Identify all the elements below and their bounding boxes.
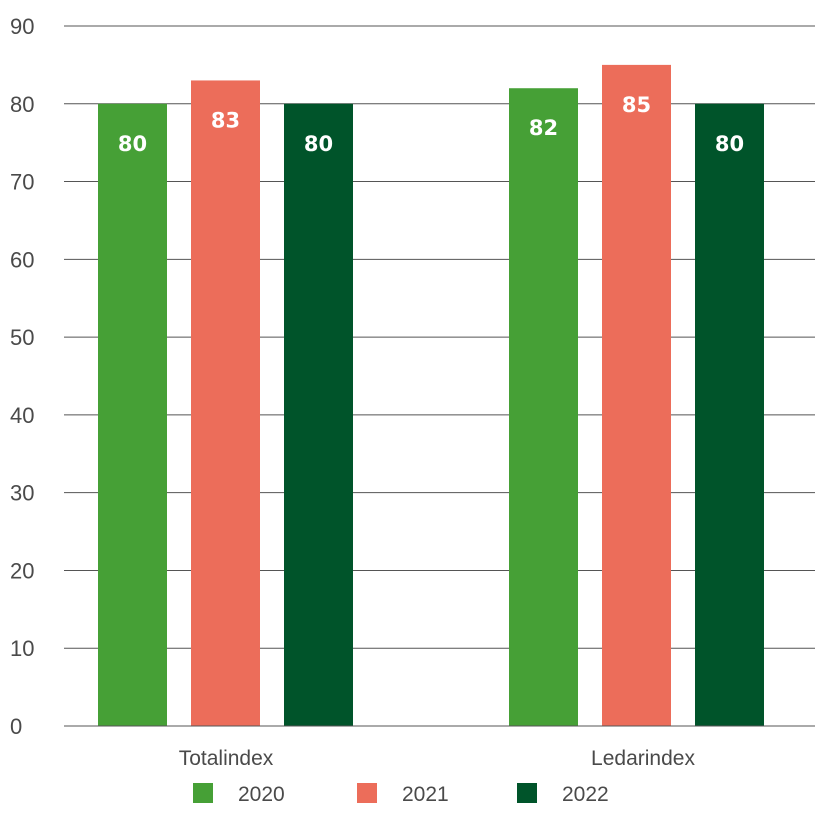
y-tick-label-40: 40 [10, 403, 34, 428]
data-label-totalindex-2022: 80 [304, 132, 333, 156]
bar-totalindex-2020 [98, 103, 167, 727]
bar-ledarindex-2022 [695, 103, 764, 727]
bar-ledarindex-2021 [602, 64, 671, 726]
x-category-label-totalindex: Totalindex [179, 747, 274, 770]
data-label-ledarindex-2022: 80 [715, 132, 744, 156]
legend-label-2022: 2022 [562, 783, 609, 806]
data-label-ledarindex-2020: 82 [529, 116, 558, 140]
y-tick-label-0: 0 [10, 714, 22, 739]
data-label-totalindex-2020: 80 [118, 132, 147, 156]
data-label-ledarindex-2021: 85 [622, 93, 651, 117]
y-tick-label-60: 60 [10, 247, 34, 272]
y-tick-label-70: 70 [10, 170, 34, 195]
data-label-totalindex-2021: 83 [211, 108, 240, 132]
y-tick-label-50: 50 [10, 325, 34, 350]
legend-label-2021: 2021 [402, 783, 449, 806]
y-tick-label-90: 90 [10, 14, 34, 39]
y-tick-label-10: 10 [10, 636, 34, 661]
legend-swatch-2022 [517, 783, 537, 803]
bar-totalindex-2021 [191, 80, 260, 726]
y-tick-label-80: 80 [10, 92, 34, 117]
bar-ledarindex-2020 [509, 88, 578, 726]
y-tick-label-20: 20 [10, 558, 34, 583]
y-tick-label-30: 30 [10, 481, 34, 506]
x-category-label-ledarindex: Ledarindex [591, 747, 695, 770]
bar-totalindex-2022 [284, 103, 353, 727]
legend-swatch-2021 [357, 783, 377, 803]
legend-swatch-2020 [193, 783, 213, 803]
legend-label-2020: 2020 [238, 783, 285, 806]
